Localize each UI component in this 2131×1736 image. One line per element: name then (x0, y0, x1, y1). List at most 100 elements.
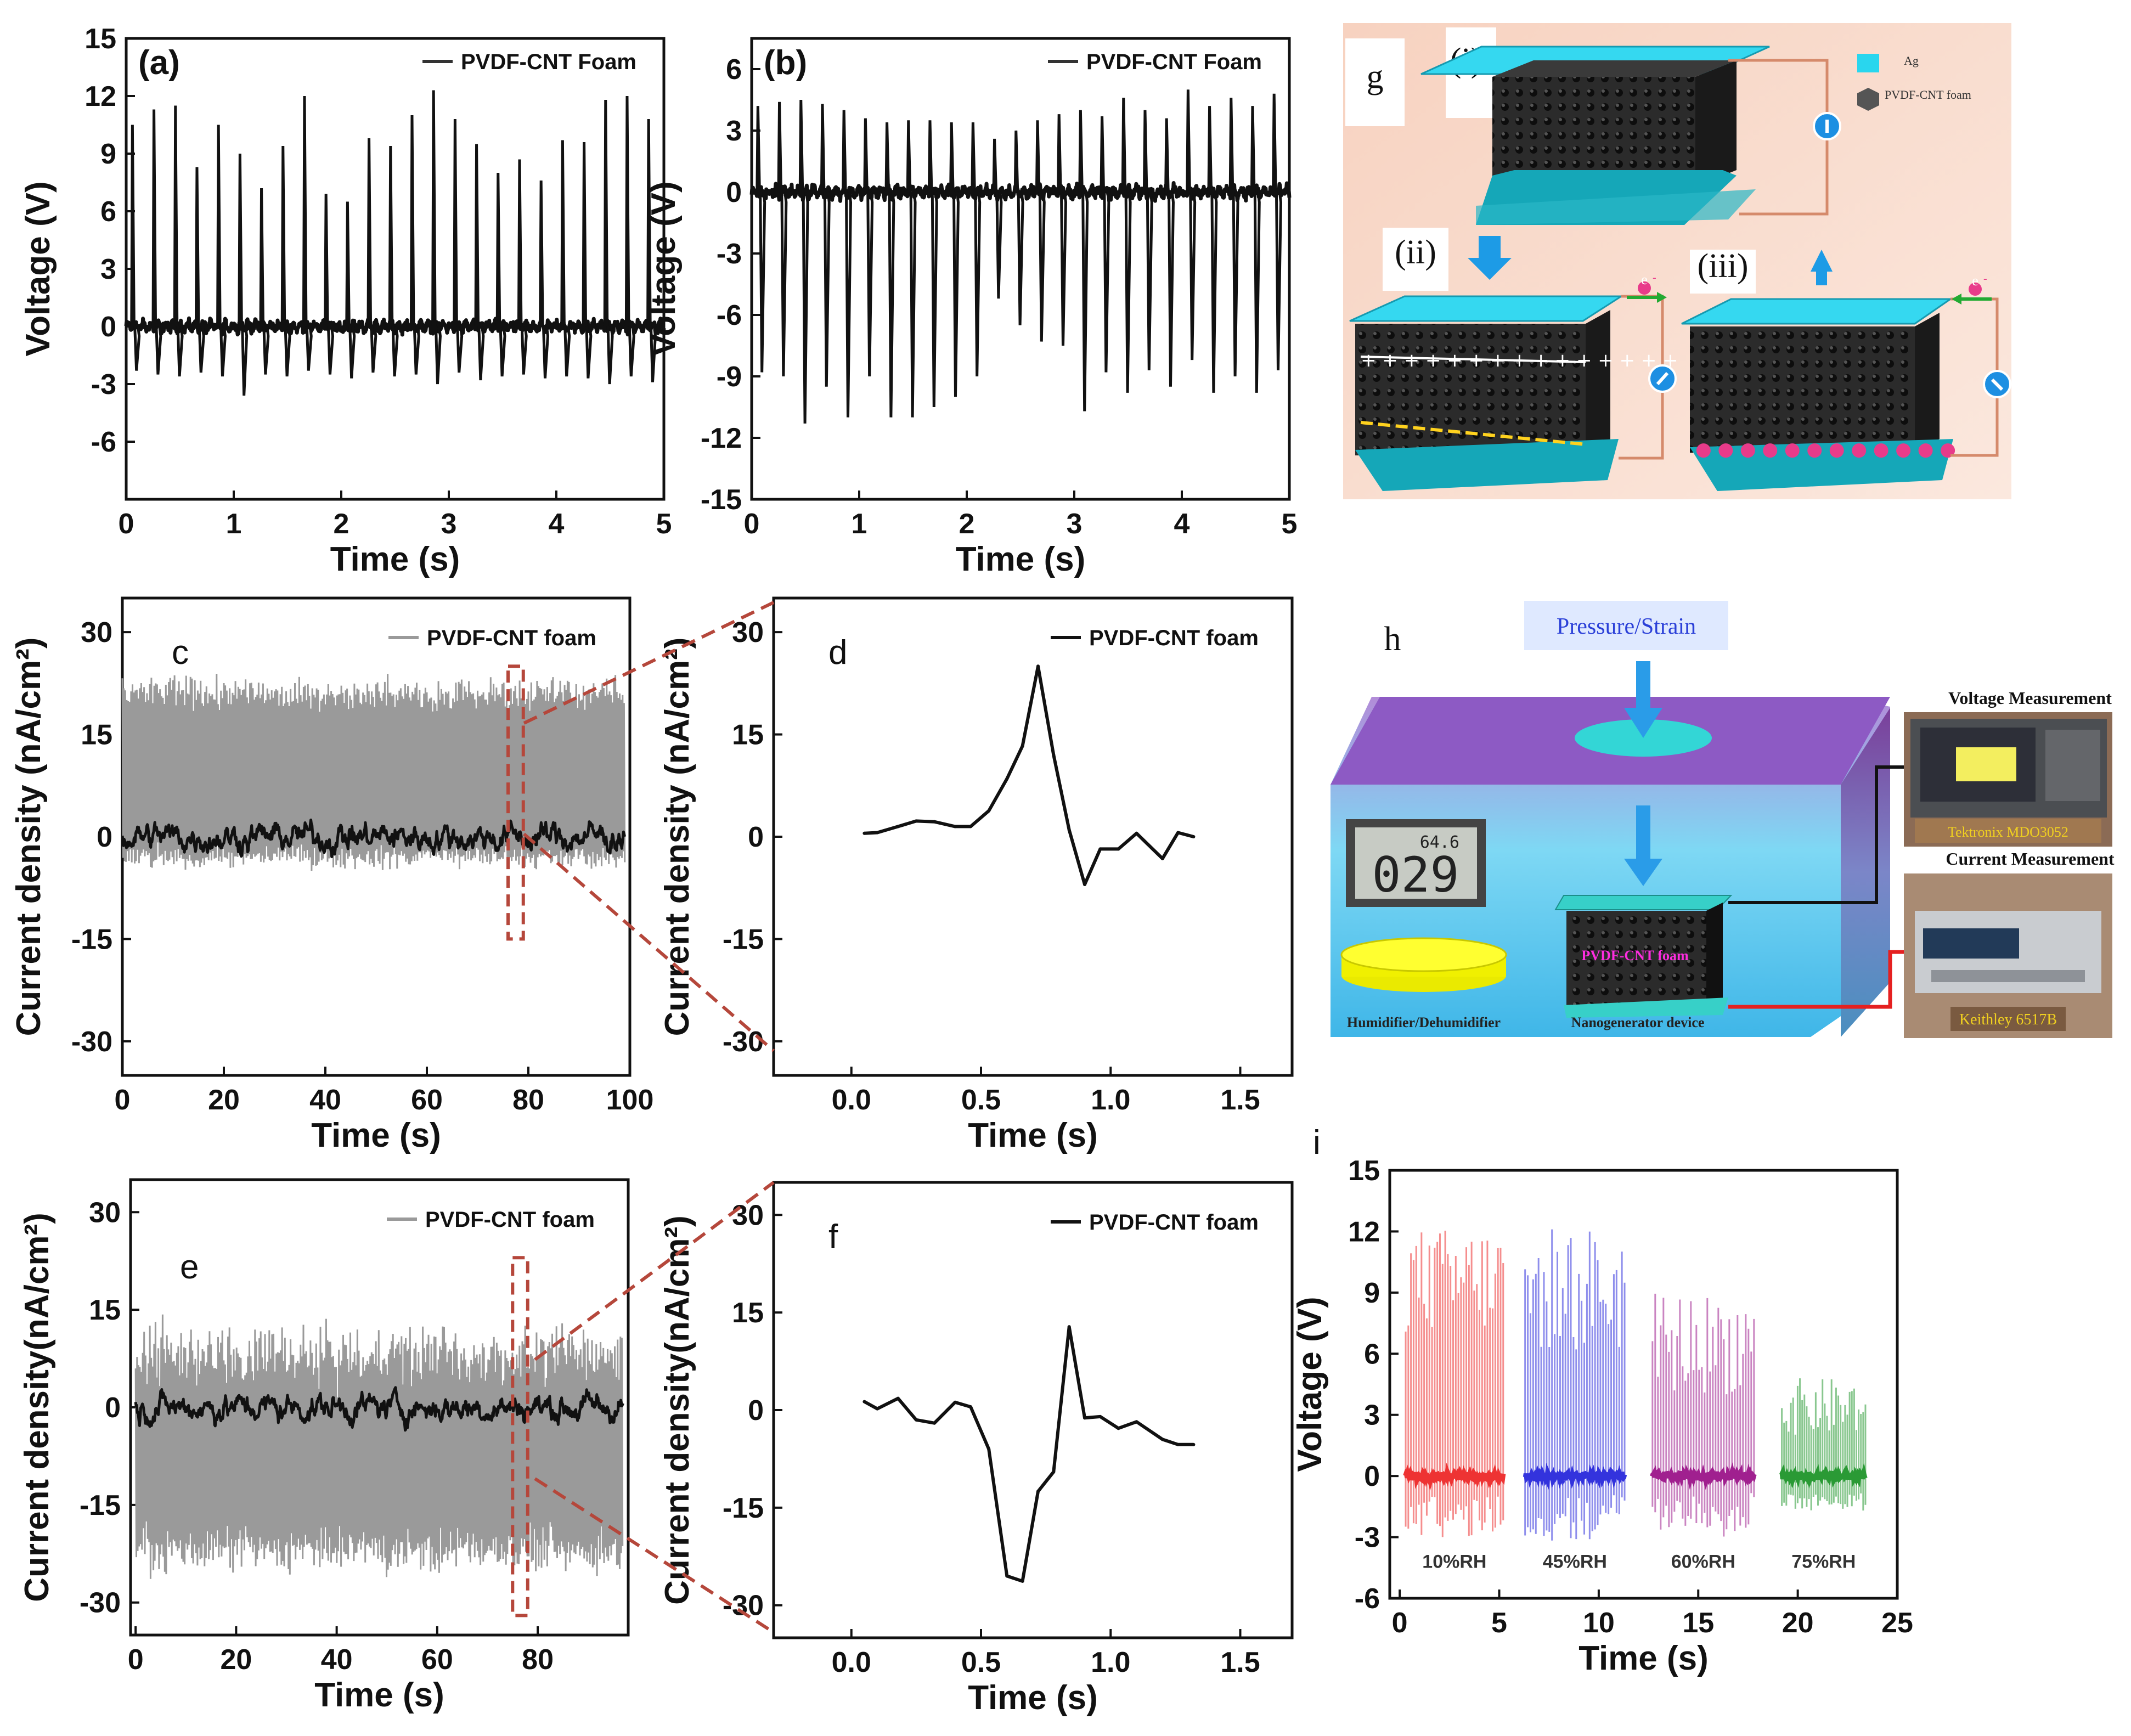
panel-label: d (828, 634, 847, 672)
release-up-arrow-icon (1811, 250, 1833, 285)
data-point (876, 831, 879, 835)
baseline-trace (1403, 1462, 1506, 1491)
pulse-peak (1121, 98, 1127, 193)
pulse-trough (952, 191, 960, 397)
y-tick-label: 0 (105, 1392, 121, 1424)
pulse-trough (542, 326, 549, 379)
data-point (914, 819, 918, 823)
current-measurement-title: Current Measurement (1946, 849, 2115, 869)
pulse-peak (582, 142, 588, 327)
x-axis-label: Time (s) (968, 1117, 1098, 1154)
data-point (1135, 1420, 1138, 1424)
pulse-peak (1100, 116, 1106, 193)
y-axis-label: Current density(nA/cm²) (658, 1215, 696, 1605)
foam-label: PVDF-CNT foam (1581, 948, 1689, 963)
foam-legend-swatch (1857, 88, 1879, 111)
svg-text:e: e (1641, 272, 1648, 288)
pulse-peak (216, 125, 222, 327)
current-wire (1728, 950, 1904, 1009)
series-envelope (134, 1314, 624, 1579)
data-point (896, 1396, 900, 1400)
series-pvdf-cnt-foam (862, 664, 1196, 886)
zoom-connector-ef (534, 1181, 775, 1634)
main-trace (121, 818, 626, 859)
x-tick-label: 1.0 (1091, 1084, 1130, 1116)
condition-label: 75%RH (1791, 1551, 1856, 1572)
pulse-peak (1228, 98, 1234, 193)
pulse-peak (756, 106, 761, 193)
data-point (1052, 1470, 1056, 1474)
panel-f-chart: 0.0 0.5 1.0 1.5 -30 -15 0 15 30 Time (s) Current d… (658, 1181, 1294, 1717)
schematic-g: g (i) Ag PVDF-CNT foam (ii) (1343, 23, 2011, 499)
pulse-peak (1142, 110, 1148, 193)
x-axis-label: Time (s) (956, 540, 1086, 578)
x-tick-label: 0 (1392, 1607, 1408, 1639)
data-point (1052, 753, 1056, 757)
panel-label: c (172, 634, 189, 672)
pulse-peak (151, 109, 157, 327)
pulse-trough (1189, 191, 1197, 360)
series-45pctrh (1523, 1229, 1627, 1541)
data-point (1021, 744, 1024, 748)
y-tick-label: -30 (723, 1026, 764, 1058)
pulse-peak (345, 201, 351, 327)
x-tick-label: 60 (411, 1084, 443, 1116)
pulse-peak (906, 120, 912, 193)
pulse-trough (456, 326, 464, 373)
pulse-trough (520, 326, 528, 375)
panel-label: e (180, 1248, 199, 1286)
y-tick-label: 30 (732, 1199, 764, 1231)
y-tick-label: 15 (1348, 1155, 1380, 1187)
pulse-trough (931, 191, 938, 408)
foam-legend-label: PVDF-CNT foam (1885, 88, 1971, 102)
pulse-peak (646, 119, 652, 327)
y-tick-label: -15 (701, 484, 742, 516)
condition-label: 60%RH (1671, 1551, 1735, 1572)
x-tick-label: 60 (421, 1644, 453, 1676)
pulse-trough (477, 326, 485, 381)
data-point (1005, 1574, 1009, 1578)
y-tick-label: 30 (732, 617, 764, 649)
y-tick-label: 0 (1364, 1461, 1380, 1492)
press-down-arrow-icon (1468, 236, 1512, 280)
pulse-peak (517, 159, 523, 327)
x-tick-label: 0.5 (961, 1647, 1001, 1678)
ag-legend-swatch (1857, 54, 1879, 72)
y-tick-label: 15 (81, 719, 112, 751)
voltage-wire (1728, 765, 1904, 904)
pulse-trough (1146, 191, 1153, 370)
y-tick-label: 6 (726, 54, 742, 86)
x-axis-label: Time (s) (311, 1117, 441, 1154)
pulse-trough (780, 191, 788, 377)
y-tick-label: 0 (748, 1395, 764, 1427)
data-point (1005, 777, 1009, 781)
y-tick-label: 0 (100, 311, 116, 343)
pulse-trough (1103, 191, 1110, 373)
y-axis-label: Voltage (V) (645, 181, 683, 356)
data-point (914, 1418, 918, 1422)
x-tick-label: 20 (208, 1084, 240, 1116)
pulse-trough (413, 326, 420, 375)
pulse-trough (823, 191, 831, 387)
zoom-highlight-box (511, 1256, 529, 1617)
pulse-trough (1210, 191, 1218, 393)
data-point (862, 1400, 866, 1404)
pulse-peak (863, 118, 869, 193)
pulse-trough (133, 326, 141, 371)
y-tick-label: -9 (717, 361, 742, 393)
data-point (1067, 828, 1071, 832)
pulse-peak (238, 153, 243, 327)
data-point (896, 825, 900, 828)
pulse-peak (495, 172, 501, 327)
pulse-trough (391, 326, 399, 377)
data-point (1036, 664, 1040, 668)
data-point (969, 825, 973, 828)
x-tick-label: 0.5 (961, 1084, 1001, 1116)
pulse-peak (1078, 110, 1084, 193)
pulse-trough (995, 191, 1003, 299)
data-point (1117, 847, 1120, 851)
y-axis-label: Voltage (V) (1291, 1297, 1329, 1472)
legend-label: PVDF-CNT Foam (461, 50, 636, 74)
plot-frame (750, 37, 1291, 501)
pulse-peak (1250, 106, 1256, 193)
